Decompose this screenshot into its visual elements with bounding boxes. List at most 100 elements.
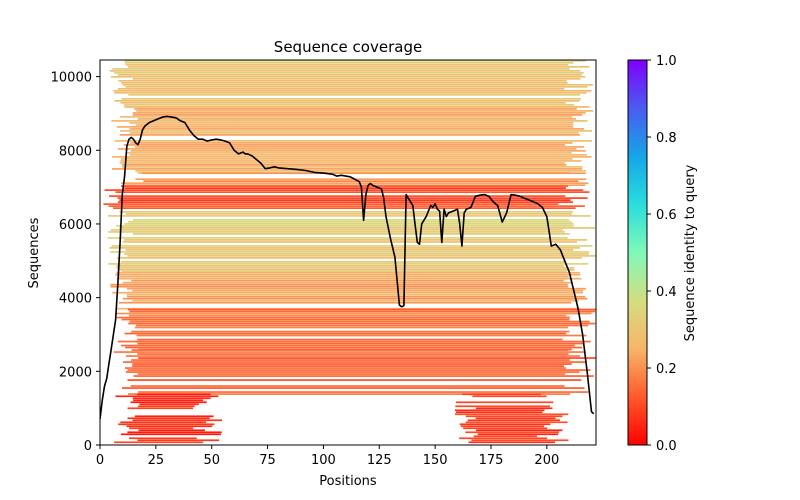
sequence-row-2 (143, 180, 579, 183)
sequence-row-4 (116, 267, 575, 269)
sequence-row-1 (121, 166, 583, 168)
sequence-row-4 (127, 221, 572, 223)
sequence-row-1 (130, 142, 573, 144)
sequence-row-9 (459, 423, 551, 426)
chart-title: Sequence coverage (274, 38, 422, 56)
sequence-row-1 (120, 130, 593, 132)
sequence-row-4 (119, 269, 575, 271)
sequence-row-9 (477, 433, 559, 436)
sequence-row-7 (128, 393, 571, 395)
sequence-row-0 (114, 100, 580, 102)
sequence-row-2 (121, 182, 589, 185)
sequence-row-1 (137, 118, 577, 120)
sequence-row-1 (111, 120, 588, 122)
sequence-row-4 (119, 227, 595, 229)
sequence-row-6 (129, 314, 567, 317)
sequence-row-1 (135, 124, 574, 126)
sequence-row-0 (124, 60, 586, 62)
x-tick-label: 200 (534, 453, 559, 468)
sequence-row-0 (110, 76, 586, 78)
x-tick-label: 25 (148, 453, 165, 468)
sequence-row-6 (121, 318, 570, 321)
sequence-row-8 (137, 393, 211, 396)
sequence-row-4 (124, 253, 589, 255)
sequence-row-0 (118, 80, 567, 82)
sequence-row-9 (465, 421, 568, 424)
sequence-row-1 (119, 162, 565, 164)
sequence-row-7 (127, 379, 582, 381)
sequence-row-1 (132, 114, 583, 116)
sequence-row-7 (125, 355, 580, 357)
sequence-row-0 (114, 72, 584, 74)
sequence-row-4 (116, 225, 574, 227)
sequence-row-6 (137, 342, 585, 345)
sequence-row-5 (127, 295, 586, 298)
sequence-row-0 (117, 88, 565, 90)
colorbar-axis: 0.0 0.2 0.4 0.6 0.8 1.0 (647, 54, 677, 454)
sequence-row-6 (124, 332, 567, 335)
colorbar-tick-label: 0.8 (656, 131, 677, 146)
sequence-row-3 (117, 197, 588, 199)
sequence-row-4 (119, 211, 574, 213)
sequence-row-7 (133, 375, 594, 377)
sequence-row-2 (141, 172, 586, 175)
sequence-row-2 (125, 184, 586, 187)
sequence-row-9 (468, 441, 556, 444)
sequence-row-8 (129, 437, 197, 440)
x-tick-label: 75 (259, 453, 276, 468)
sequence-row-4 (111, 245, 593, 247)
sequence-row-3 (113, 207, 576, 209)
sequence-row-9 (454, 413, 569, 416)
sequence-row-1 (132, 112, 586, 114)
x-tick-label: 100 (311, 453, 336, 468)
sequence-row-0 (120, 102, 566, 104)
sequence-row-1 (135, 170, 587, 172)
sequence-row-9 (472, 395, 547, 398)
sequence-row-6 (136, 324, 589, 327)
sequence-row-5 (131, 279, 564, 282)
sequence-row-9 (460, 425, 545, 428)
sequence-row-8 (129, 427, 194, 430)
sequence-row-8 (137, 439, 220, 442)
sequence-row-3 (108, 195, 566, 197)
sequence-row-9 (463, 427, 548, 430)
y-tick-label: 0 (84, 439, 92, 454)
sequence-row-1 (111, 156, 592, 158)
sequence-row-1 (129, 128, 585, 130)
sequence-row-5 (110, 283, 568, 286)
sequence-row-8 (118, 423, 215, 426)
sequence-row-7 (113, 351, 586, 353)
sequence-row-1 (116, 126, 574, 128)
sequence-row-1 (114, 140, 592, 142)
sequence-row-1 (134, 108, 577, 110)
y-tick-label: 8000 (59, 144, 92, 159)
sequence-row-1 (136, 110, 594, 112)
sequence-row-1 (120, 158, 573, 160)
sequence-row-9 (465, 415, 563, 418)
sequence-row-6 (125, 346, 583, 349)
sequence-row-7 (131, 349, 569, 351)
y-tick-label: 10000 (51, 71, 92, 86)
sequence-row-0 (121, 82, 568, 84)
sequence-row-3 (108, 205, 585, 207)
sequence-row-9 (467, 419, 560, 422)
sequence-row-9 (471, 439, 569, 442)
sequence-row-9 (455, 411, 543, 414)
colorbar-tick-label: 0.6 (656, 208, 677, 223)
sequence-row-5 (132, 289, 584, 292)
x-tick-label: 0 (96, 453, 104, 468)
x-tick-label: 150 (423, 453, 448, 468)
sequence-row-6 (128, 322, 596, 325)
sequence-row-4 (108, 215, 591, 217)
y-axis-label: Sequences (27, 217, 42, 288)
sequence-row-8 (139, 403, 199, 406)
sequence-row-7 (125, 371, 580, 373)
sequence-row-6 (127, 308, 596, 311)
sequence-row-8 (115, 395, 219, 398)
sequence-row-7 (138, 391, 589, 393)
sequence-row-8 (127, 407, 194, 410)
sequence-row-5 (110, 285, 569, 288)
sequence-row-8 (126, 425, 213, 428)
sequence-row-8 (127, 417, 210, 420)
